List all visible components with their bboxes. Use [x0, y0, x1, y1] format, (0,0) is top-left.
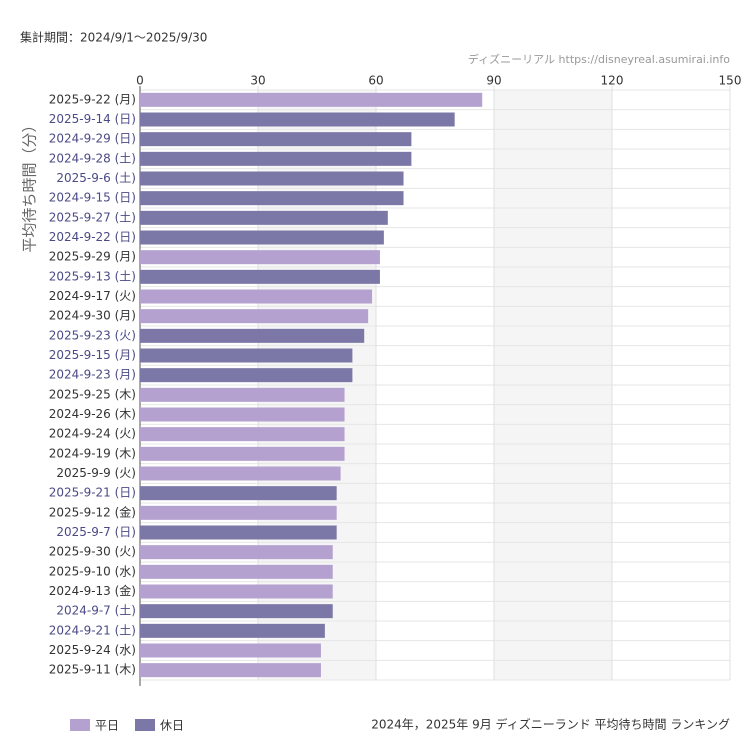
y-tick-label: 2025-9-9 (火): [56, 466, 136, 480]
bar: [140, 171, 404, 186]
y-tick-label: 2025-9-6 (土): [56, 171, 136, 185]
bar: [140, 230, 384, 245]
y-tick-label: 2024-9-21 (土): [49, 623, 136, 637]
y-tick-label: 2025-9-12 (金): [49, 504, 136, 519]
y-tick-label: 2025-9-25 (木): [49, 387, 136, 401]
y-tick-label: 2024-9-13 (金): [49, 583, 136, 598]
bar: [140, 407, 345, 422]
bar: [140, 269, 380, 284]
y-tick-label: 2025-9-10 (水): [49, 564, 136, 578]
y-tick-label: 2024-9-7 (土): [56, 604, 136, 618]
bar: [140, 505, 337, 520]
y-tick-label: 2025-9-23 (火): [49, 328, 136, 342]
legend-swatch: [70, 719, 90, 731]
bar: [140, 348, 353, 363]
x-tick-label: 60: [368, 74, 383, 88]
bar: [140, 643, 321, 658]
y-tick-label: 2024-9-30 (月): [49, 309, 136, 323]
y-tick-label: 2025-9-14 (日): [49, 112, 136, 126]
chart-title: 2024年，2025年 9月 ディズニーランド 平均待ち時間 ランキング: [371, 717, 730, 732]
y-tick-label: 2025-9-22 (月): [49, 92, 136, 106]
y-tick-label: 2024-9-24 (火): [49, 427, 136, 441]
y-tick-label: 2025-9-30 (火): [49, 545, 136, 559]
bar: [140, 289, 373, 304]
bar: [140, 564, 333, 579]
bar: [140, 584, 333, 599]
bar: [140, 92, 483, 107]
bar: [140, 132, 412, 147]
x-tick-label: 150: [719, 74, 742, 88]
y-tick-label: 2024-9-28 (土): [49, 151, 136, 165]
y-tick-label: 2025-9-24 (水): [49, 643, 136, 657]
legend-label: 休日: [160, 719, 184, 733]
bar: [140, 466, 341, 481]
y-tick-label: 2024-9-26 (木): [49, 407, 136, 421]
bar: [140, 191, 404, 206]
y-tick-label: 2025-9-29 (月): [49, 250, 136, 264]
y-tick-label: 2024-9-23 (月): [49, 368, 136, 382]
bar: [140, 604, 333, 619]
legend-swatch: [135, 719, 155, 731]
bar: [140, 623, 325, 638]
y-tick-label: 2024-9-15 (日): [49, 191, 136, 205]
bar: [140, 663, 321, 678]
period: 集計期間：2024/9/1～2025/9/30: [20, 30, 207, 45]
bar: [140, 151, 412, 166]
legend-label: 平日: [95, 719, 119, 733]
y-tick-label: 2024-9-19 (木): [49, 446, 136, 460]
bar: [140, 328, 365, 343]
bar: [140, 486, 337, 501]
bar: [140, 368, 353, 383]
bar: [140, 250, 380, 265]
y-tick-label: 2024-9-29 (日): [49, 132, 136, 146]
y-tick-label: 2024-9-17 (火): [49, 289, 136, 303]
y-tick-label: 2025-9-11 (木): [49, 663, 136, 677]
y-axis-title: 平均待ち時間（分）: [21, 117, 39, 252]
y-tick-label: 2025-9-27 (土): [49, 210, 136, 224]
bar: [140, 112, 455, 127]
bar: [140, 427, 345, 442]
x-tick-label: 90: [486, 74, 501, 88]
bar: [140, 545, 333, 560]
bar: [140, 309, 369, 324]
bar: [140, 446, 345, 461]
y-tick-label: 2025-9-15 (月): [49, 348, 136, 362]
bar: [140, 387, 345, 402]
x-tick-label: 120: [601, 74, 624, 88]
bar: [140, 210, 388, 225]
x-tick-label: 30: [250, 74, 265, 88]
y-tick-label: 2025-9-7 (日): [56, 525, 136, 539]
y-tick-label: 2025-9-21 (日): [49, 486, 136, 500]
y-tick-label: 2024-9-22 (日): [49, 230, 136, 244]
bar: [140, 525, 337, 540]
y-tick-label: 2025-9-13 (土): [49, 269, 136, 283]
x-tick-label: 0: [136, 74, 144, 88]
source: ディズニーリアル https://disneyreal.asumirai.inf…: [468, 52, 730, 66]
